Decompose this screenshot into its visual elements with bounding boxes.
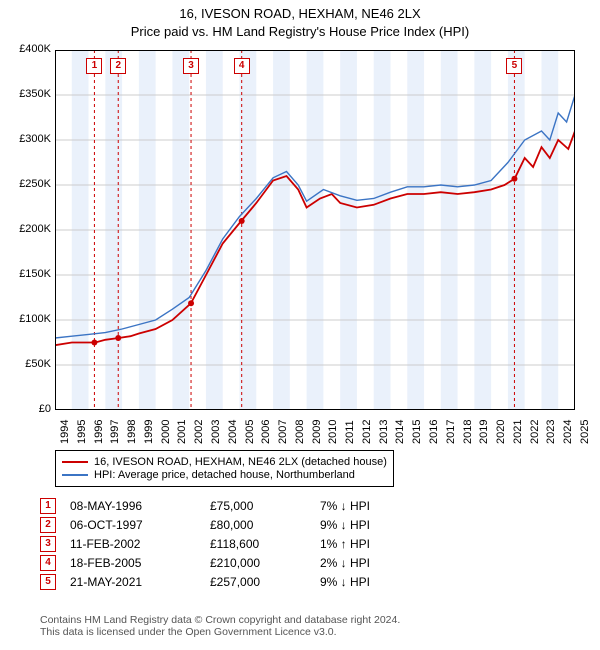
sales-row-hpi: 9% ↓ HPI bbox=[320, 518, 420, 532]
sales-row: 3 11-FEB-2002£118,6001% ↑ HPI bbox=[40, 536, 420, 552]
x-tick-label: 2011 bbox=[344, 420, 356, 444]
x-tick-label: 1997 bbox=[109, 420, 121, 444]
legend-swatch bbox=[62, 461, 88, 463]
x-tick-label: 2003 bbox=[210, 420, 222, 444]
sales-table: 108-MAY-1996£75,0007% ↓ HPI206-OCT-1997£… bbox=[40, 495, 420, 593]
sales-row-date: 11-FEB-2002 bbox=[70, 537, 210, 551]
sales-row-marker: 3 bbox=[40, 536, 56, 552]
x-tick-label: 2017 bbox=[445, 420, 457, 444]
x-tick-label: 2023 bbox=[545, 420, 557, 444]
sales-row-hpi: 1% ↑ HPI bbox=[320, 537, 420, 551]
subtitle: Price paid vs. HM Land Registry's House … bbox=[0, 24, 600, 39]
y-tick-label: £350K bbox=[0, 88, 51, 100]
x-tick-label: 1999 bbox=[143, 420, 155, 444]
legend: 16, IVESON ROAD, HEXHAM, NE46 2LX (detac… bbox=[55, 450, 394, 487]
footer-line-2: This data is licensed under the Open Gov… bbox=[40, 626, 337, 638]
x-tick-label: 2018 bbox=[462, 420, 474, 444]
chart-plot-area bbox=[55, 50, 575, 410]
x-tick-label: 2007 bbox=[277, 420, 289, 444]
title: 16, IVESON ROAD, HEXHAM, NE46 2LX bbox=[0, 6, 600, 21]
sales-row-price: £80,000 bbox=[210, 518, 320, 532]
x-tick-label: 2009 bbox=[311, 420, 323, 444]
x-tick-label: 2001 bbox=[176, 420, 188, 444]
event-marker-5: 5 bbox=[506, 58, 522, 74]
legend-item: HPI: Average price, detached house, Nort… bbox=[62, 469, 387, 481]
x-tick-label: 2012 bbox=[361, 420, 373, 444]
y-tick-label: £400K bbox=[0, 43, 51, 55]
x-tick-label: 2016 bbox=[428, 420, 440, 444]
y-tick-label: £100K bbox=[0, 313, 51, 325]
event-marker-1: 1 bbox=[86, 58, 102, 74]
x-tick-label: 2000 bbox=[160, 420, 172, 444]
x-tick-label: 2015 bbox=[411, 420, 423, 444]
legend-label: 16, IVESON ROAD, HEXHAM, NE46 2LX (detac… bbox=[94, 456, 387, 468]
sales-row-hpi: 7% ↓ HPI bbox=[320, 499, 420, 513]
sales-row-date: 18-FEB-2005 bbox=[70, 556, 210, 570]
sales-row-date: 08-MAY-1996 bbox=[70, 499, 210, 513]
sales-row: 2 06-OCT-1997£80,0009% ↓ HPI bbox=[40, 517, 420, 533]
y-tick-label: £50K bbox=[0, 358, 51, 370]
sales-row-marker: 5 bbox=[40, 574, 56, 590]
x-tick-label: 2006 bbox=[260, 420, 272, 444]
y-tick-label: £300K bbox=[0, 133, 51, 145]
x-tick-label: 2013 bbox=[378, 420, 390, 444]
y-tick-label: £250K bbox=[0, 178, 51, 190]
sales-row-price: £210,000 bbox=[210, 556, 320, 570]
sales-row: 5 21-MAY-2021£257,0009% ↓ HPI bbox=[40, 574, 420, 590]
y-tick-label: £150K bbox=[0, 268, 51, 280]
chart-svg bbox=[55, 50, 575, 410]
x-tick-label: 1995 bbox=[76, 420, 88, 444]
sales-row-hpi: 2% ↓ HPI bbox=[320, 556, 420, 570]
sales-row-date: 06-OCT-1997 bbox=[70, 518, 210, 532]
legend-swatch bbox=[62, 474, 88, 476]
sales-row-price: £257,000 bbox=[210, 575, 320, 589]
sales-row-price: £75,000 bbox=[210, 499, 320, 513]
legend-item: 16, IVESON ROAD, HEXHAM, NE46 2LX (detac… bbox=[62, 456, 387, 468]
x-tick-label: 2010 bbox=[327, 420, 339, 444]
sales-row-marker: 4 bbox=[40, 555, 56, 571]
sales-row-hpi: 9% ↓ HPI bbox=[320, 575, 420, 589]
x-tick-label: 1998 bbox=[126, 420, 138, 444]
x-tick-label: 2004 bbox=[227, 420, 239, 444]
event-marker-2: 2 bbox=[110, 58, 126, 74]
sales-row-price: £118,600 bbox=[210, 537, 320, 551]
footer-attribution: Contains HM Land Registry data © Crown c… bbox=[40, 614, 580, 638]
y-tick-label: £200K bbox=[0, 223, 51, 235]
x-tick-label: 2021 bbox=[512, 420, 524, 444]
sales-row-marker: 1 bbox=[40, 498, 56, 514]
sales-row-marker: 2 bbox=[40, 517, 56, 533]
event-marker-3: 3 bbox=[183, 58, 199, 74]
x-tick-label: 2024 bbox=[562, 420, 574, 444]
x-tick-label: 2025 bbox=[579, 420, 591, 444]
x-tick-label: 2014 bbox=[394, 420, 406, 444]
x-tick-label: 2019 bbox=[478, 420, 490, 444]
sales-row-date: 21-MAY-2021 bbox=[70, 575, 210, 589]
legend-label: HPI: Average price, detached house, Nort… bbox=[94, 469, 355, 481]
x-tick-label: 2002 bbox=[193, 420, 205, 444]
x-tick-label: 1994 bbox=[59, 420, 71, 444]
x-tick-label: 1996 bbox=[93, 420, 105, 444]
x-tick-label: 2020 bbox=[495, 420, 507, 444]
y-tick-label: £0 bbox=[0, 403, 51, 415]
x-tick-label: 2022 bbox=[529, 420, 541, 444]
x-tick-label: 2008 bbox=[294, 420, 306, 444]
sales-row: 4 18-FEB-2005£210,0002% ↓ HPI bbox=[40, 555, 420, 571]
x-tick-label: 2005 bbox=[244, 420, 256, 444]
chart-container: 16, IVESON ROAD, HEXHAM, NE46 2LX Price … bbox=[0, 0, 600, 650]
footer-line-1: Contains HM Land Registry data © Crown c… bbox=[40, 614, 400, 626]
sales-row: 1 08-MAY-1996£75,0007% ↓ HPI bbox=[40, 498, 420, 514]
event-marker-4: 4 bbox=[234, 58, 250, 74]
